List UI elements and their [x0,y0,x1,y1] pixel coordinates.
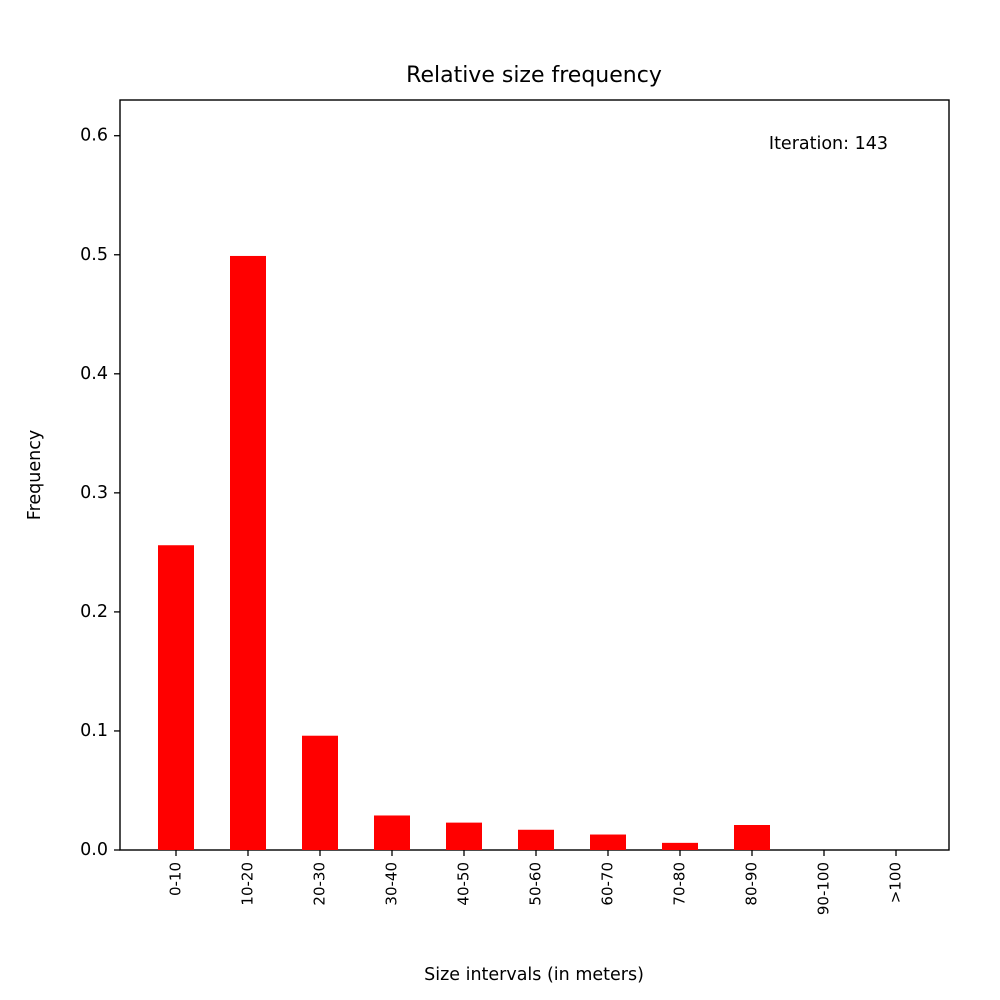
iteration-annotation: Iteration: 143 [769,134,888,154]
bar-70-80 [662,842,698,850]
y-tick-label: 0.1 [80,721,108,741]
y-axis-ticks: 0.0 0.1 0.2 0.3 0.4 0.5 0.6 [80,126,120,860]
x-tick-label: 60-70 [599,862,617,906]
bar-10-20 [230,255,266,850]
y-tick-label: 0.2 [80,602,108,622]
y-tick-label: 0.6 [80,126,108,146]
x-tick-label: 90-100 [815,862,833,915]
y-tick-label: 0.4 [80,364,108,384]
plot-area: 0.0 0.1 0.2 0.3 0.4 0.5 0.6 0-10 10-20 20-30 30-4… [80,99,950,915]
bars [158,255,770,850]
bar-40-50 [446,822,482,850]
x-tick-label: 80-90 [743,862,761,906]
bar-80-90 [734,825,770,850]
bar-50-60 [518,829,554,850]
x-axis-ticks: 0-10 10-20 20-30 30-40 40-50 50-60 60-70 70-80 8… [167,850,905,915]
x-tick-label: 50-60 [527,862,545,906]
bar-0-10 [158,545,194,850]
bar-20-30 [302,735,338,850]
y-axis-label: Frequency [25,430,45,520]
x-tick-label: >100 [887,862,905,903]
y-tick-label: 0.5 [80,245,108,265]
y-tick-label: 0.0 [80,840,108,860]
bar-60-70 [590,834,626,850]
x-axis-label: Size intervals (in meters) [424,965,644,985]
bar-30-40 [374,815,410,850]
x-tick-label: 40-50 [455,862,473,906]
x-tick-label: 20-30 [311,862,329,906]
chart-title: Relative size frequency [406,63,662,88]
x-tick-label: 70-80 [671,862,689,906]
x-tick-label: 30-40 [383,862,401,906]
y-tick-label: 0.3 [80,483,108,503]
x-tick-label: 0-10 [167,862,185,896]
x-tick-label: 10-20 [239,862,257,906]
